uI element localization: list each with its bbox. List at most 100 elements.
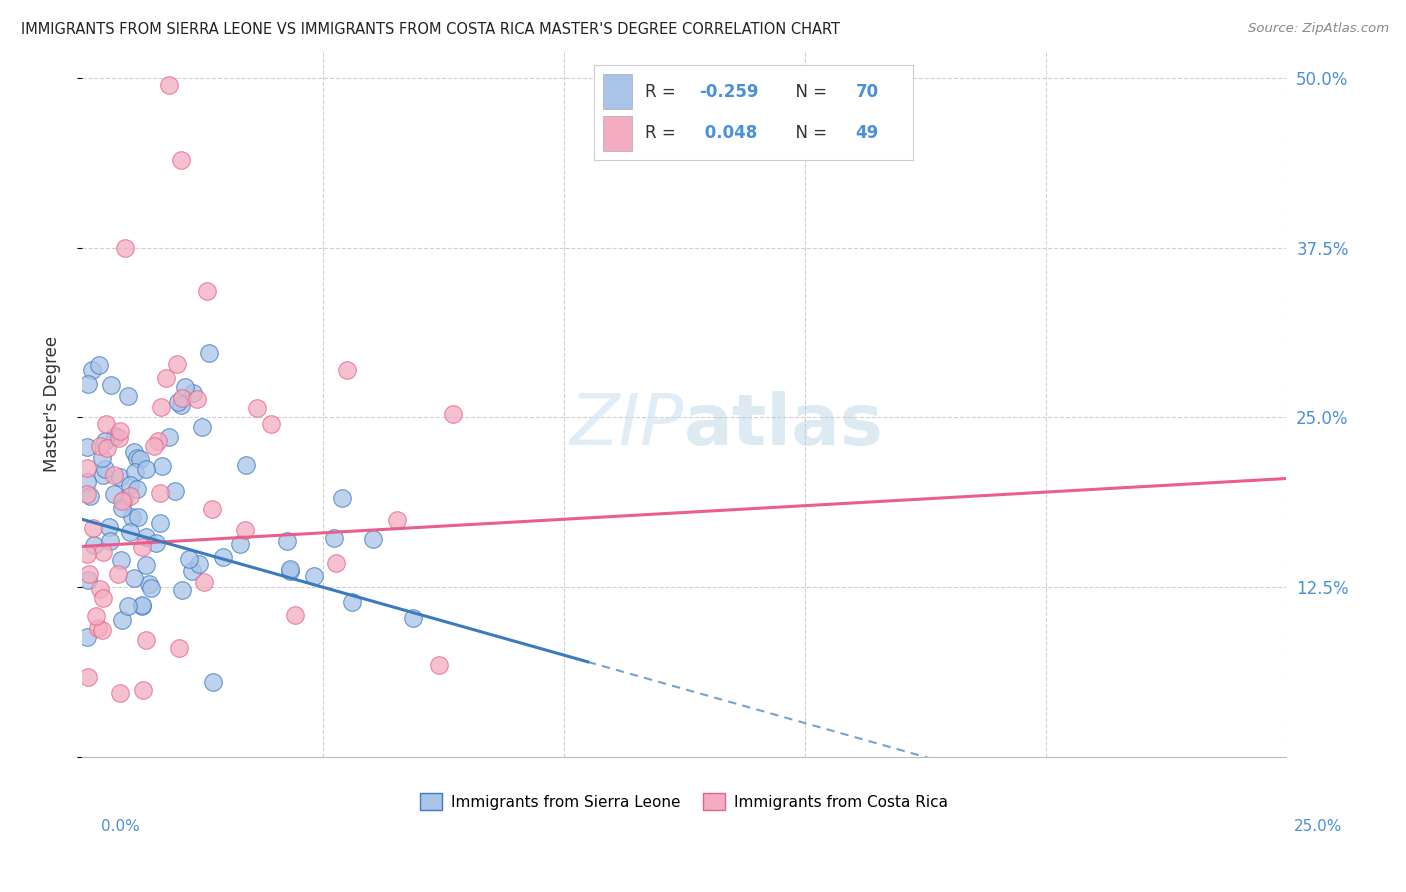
Point bbox=[229, 537, 252, 551]
Point bbox=[110, 686, 132, 700]
Point bbox=[114, 241, 136, 255]
Point bbox=[89, 439, 111, 453]
Point bbox=[98, 533, 121, 548]
Point bbox=[104, 429, 127, 443]
Point bbox=[117, 389, 139, 403]
Point bbox=[111, 500, 134, 515]
Point bbox=[155, 370, 177, 384]
Point bbox=[170, 153, 193, 167]
Point bbox=[124, 465, 146, 479]
Point bbox=[125, 451, 148, 466]
Point bbox=[87, 621, 110, 635]
Point bbox=[94, 434, 117, 448]
Point bbox=[121, 510, 143, 524]
Point bbox=[212, 550, 235, 565]
Point bbox=[80, 363, 103, 377]
Point bbox=[77, 566, 100, 581]
Point bbox=[179, 552, 201, 566]
Point bbox=[89, 358, 111, 372]
Text: Source: ZipAtlas.com: Source: ZipAtlas.com bbox=[1249, 22, 1389, 36]
Point bbox=[127, 482, 149, 496]
Point bbox=[103, 487, 125, 501]
Point bbox=[340, 595, 363, 609]
Point bbox=[94, 417, 117, 432]
Point bbox=[135, 530, 157, 544]
Point bbox=[202, 675, 225, 690]
Point bbox=[77, 670, 100, 684]
Text: IMMIGRANTS FROM SIERRA LEONE VS IMMIGRANTS FROM COSTA RICA MASTER'S DEGREE CORRE: IMMIGRANTS FROM SIERRA LEONE VS IMMIGRAN… bbox=[21, 22, 841, 37]
Point bbox=[127, 510, 149, 524]
Point bbox=[169, 641, 191, 656]
Point bbox=[135, 633, 157, 648]
Point bbox=[235, 458, 257, 473]
Point bbox=[166, 357, 188, 371]
Point bbox=[100, 378, 122, 392]
Point bbox=[172, 391, 194, 405]
Point bbox=[135, 462, 157, 476]
Point bbox=[145, 536, 167, 550]
Point bbox=[148, 434, 170, 448]
Point bbox=[77, 573, 100, 587]
Point bbox=[166, 395, 188, 409]
Y-axis label: Master's Degree: Master's Degree bbox=[44, 335, 60, 472]
Point bbox=[118, 524, 141, 539]
Point bbox=[96, 441, 118, 455]
Point bbox=[322, 531, 344, 545]
Point bbox=[103, 467, 125, 482]
Point bbox=[132, 682, 155, 697]
Point bbox=[278, 562, 301, 576]
Point bbox=[91, 545, 114, 559]
Point bbox=[120, 489, 142, 503]
Point bbox=[79, 489, 101, 503]
Point bbox=[149, 401, 172, 415]
Point bbox=[76, 475, 98, 490]
Point bbox=[260, 417, 283, 431]
Point bbox=[198, 346, 221, 360]
Point bbox=[76, 487, 98, 501]
Point bbox=[131, 540, 153, 554]
Point bbox=[131, 599, 153, 613]
Point bbox=[110, 552, 132, 566]
Text: atlas: atlas bbox=[685, 391, 884, 459]
Point bbox=[170, 582, 193, 597]
Point bbox=[284, 607, 307, 622]
Point bbox=[110, 494, 132, 508]
Point bbox=[98, 520, 121, 534]
Point bbox=[76, 376, 98, 391]
Text: 25.0%: 25.0% bbox=[1295, 820, 1343, 834]
Point bbox=[246, 401, 269, 416]
Point bbox=[76, 630, 98, 644]
Point bbox=[183, 386, 205, 401]
Point bbox=[336, 363, 359, 377]
Point bbox=[157, 430, 180, 444]
Point bbox=[143, 439, 166, 453]
Point bbox=[120, 478, 142, 492]
Point bbox=[84, 609, 107, 624]
Point bbox=[110, 424, 132, 438]
Point bbox=[233, 524, 256, 538]
Point bbox=[325, 557, 347, 571]
Text: ZIP: ZIP bbox=[569, 391, 685, 459]
Point bbox=[108, 469, 131, 483]
Point bbox=[149, 516, 172, 531]
Point bbox=[441, 407, 464, 421]
Point bbox=[149, 485, 172, 500]
Point bbox=[135, 558, 157, 572]
Point bbox=[129, 451, 152, 466]
Point bbox=[76, 440, 98, 454]
Point bbox=[361, 532, 384, 546]
Point bbox=[107, 432, 129, 446]
Text: 0.0%: 0.0% bbox=[101, 820, 141, 834]
Point bbox=[117, 599, 139, 613]
Point bbox=[169, 398, 191, 412]
Point bbox=[107, 566, 129, 581]
Point bbox=[93, 591, 115, 605]
Point bbox=[90, 623, 112, 637]
Point bbox=[195, 284, 218, 298]
Point bbox=[157, 78, 180, 92]
Point bbox=[150, 459, 173, 474]
Point bbox=[201, 502, 224, 516]
Point bbox=[181, 564, 204, 578]
Point bbox=[163, 483, 186, 498]
Point bbox=[82, 521, 104, 535]
